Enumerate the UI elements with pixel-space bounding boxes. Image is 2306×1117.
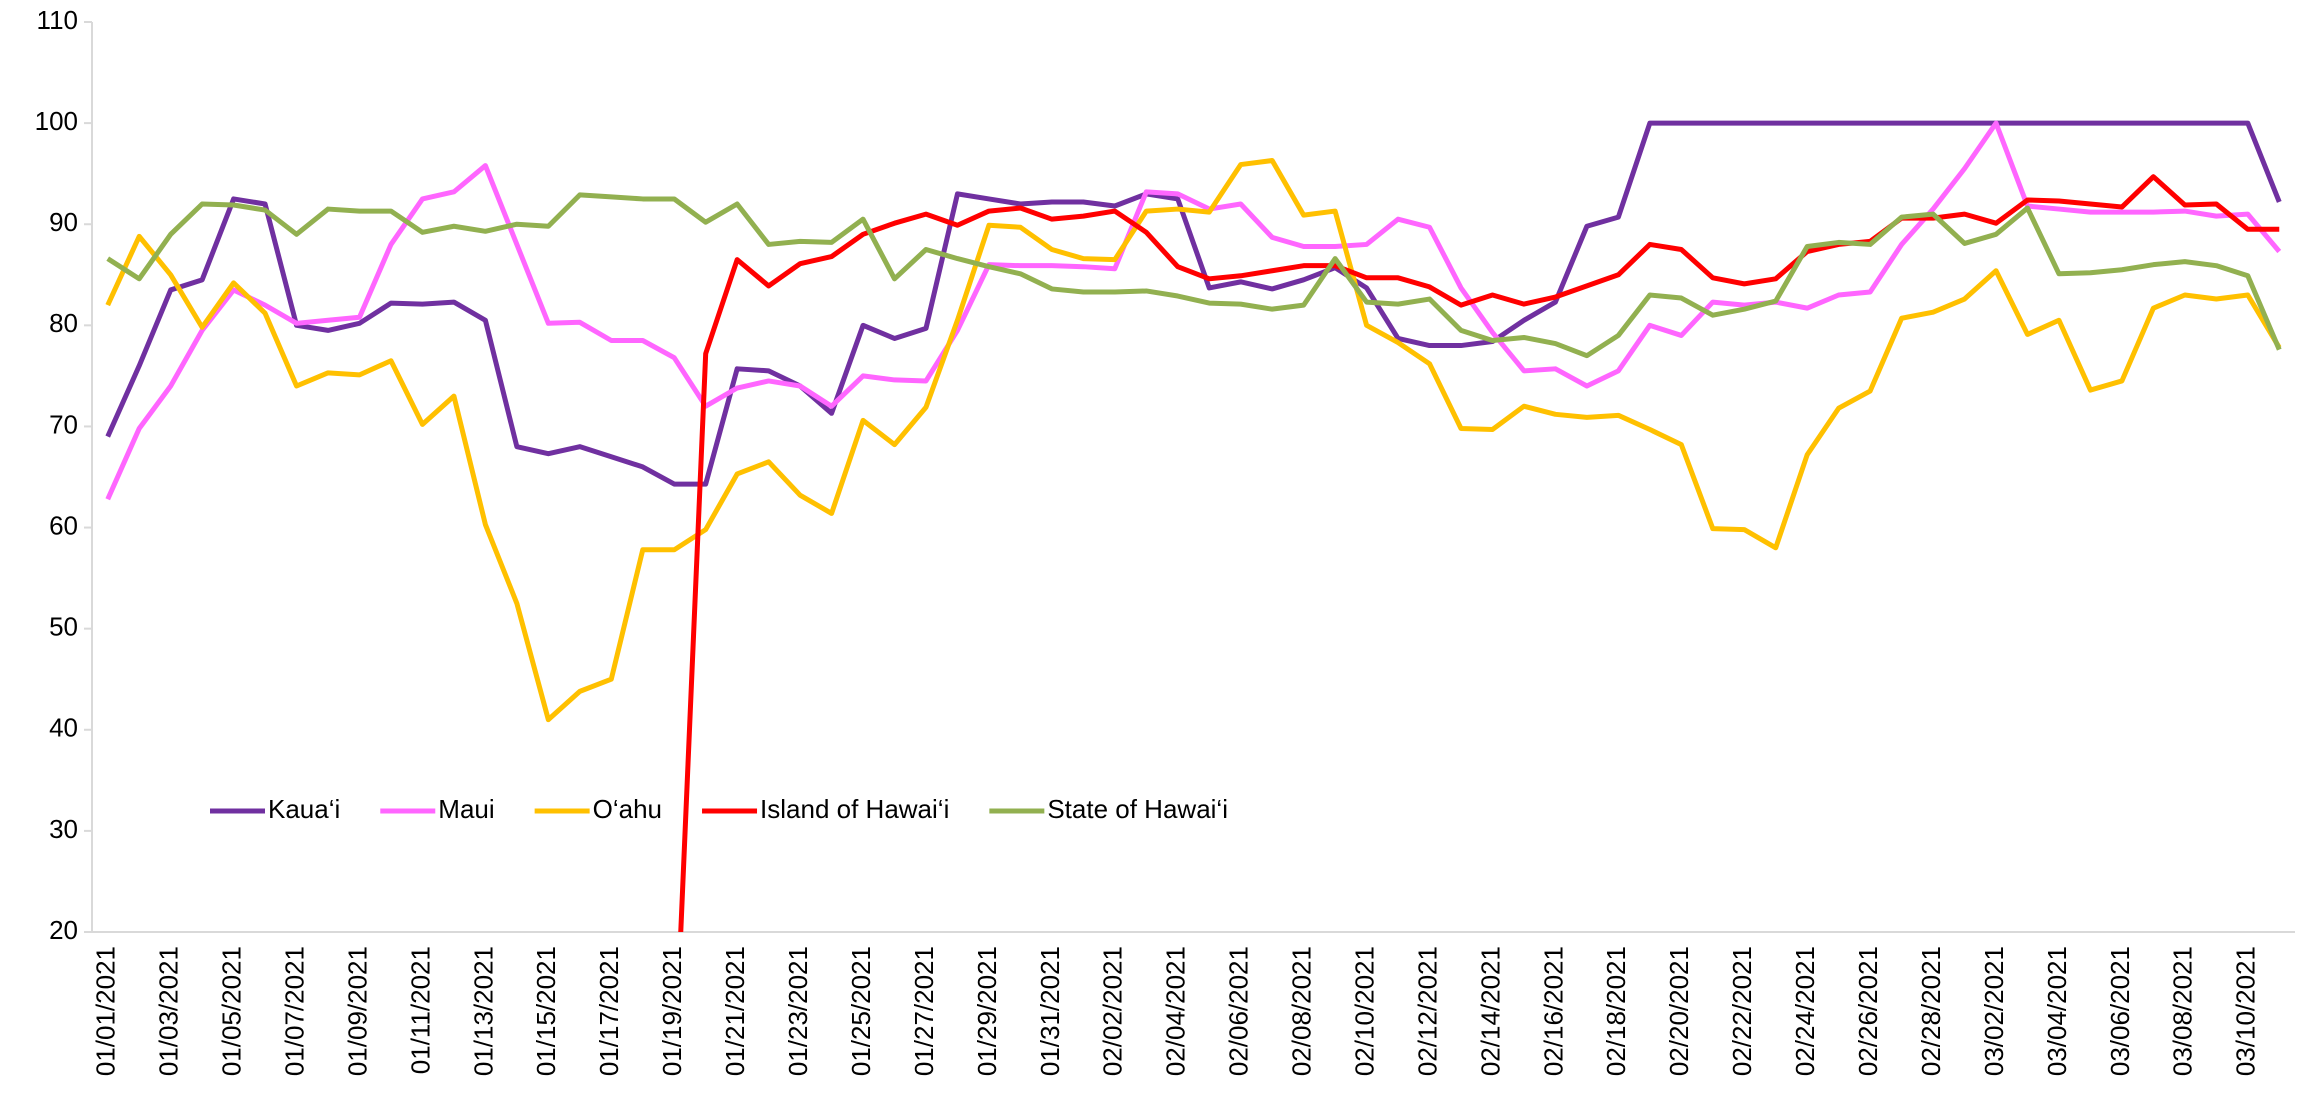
x-tick-label: 03/04/2021 [2042,946,2072,1076]
x-tick-label: 02/14/2021 [1475,946,1505,1076]
x-tick-label: 02/18/2021 [1601,946,1631,1076]
x-tick-label: 02/08/2021 [1287,946,1317,1076]
y-tick-label: 70 [49,409,78,439]
y-tick-label: 40 [49,713,78,743]
x-tick-label: 02/10/2021 [1349,946,1379,1076]
x-tick-label: 02/22/2021 [1727,946,1757,1076]
x-tick-label: 01/27/2021 [909,946,939,1076]
x-tick-label: 01/11/2021 [405,946,435,1074]
legend-label: O‘ahu [593,794,662,824]
x-tick-label: 03/08/2021 [2168,946,2198,1076]
x-tick-label: 03/02/2021 [1979,946,2009,1076]
x-tick-label: 01/01/2021 [91,946,121,1076]
legend-label: Maui [438,794,494,824]
x-tick-label: 01/03/2021 [154,946,184,1076]
x-tick-label: 02/02/2021 [1098,946,1128,1076]
x-tick-label: 02/24/2021 [1790,946,1820,1076]
series-line [106,192,2282,359]
x-tick-label: 01/25/2021 [846,946,876,1076]
x-tick-label: 02/06/2021 [1224,946,1254,1076]
series-line [105,120,2282,501]
x-tick-label: 01/07/2021 [279,946,309,1076]
x-tick-label: 01/31/2021 [1035,946,1065,1076]
legend-label: State of Hawai‘i [1047,794,1228,824]
y-tick-label: 80 [49,308,78,338]
x-tick-label: 01/05/2021 [216,946,246,1076]
x-tick-label: 03/06/2021 [2105,946,2135,1076]
y-tick-label: 60 [49,510,78,540]
y-tick-label: 110 [37,5,78,35]
x-tick-label: 01/29/2021 [972,946,1002,1076]
x-tick-label: 02/26/2021 [1853,946,1883,1076]
x-tick-label: 01/17/2021 [594,946,624,1076]
y-tick-label: 90 [49,207,78,237]
x-tick-label: 02/12/2021 [1412,946,1442,1076]
legend-label: Island of Hawai‘i [760,794,949,824]
y-tick-label: 50 [49,612,78,642]
x-tick-label: 02/04/2021 [1161,946,1191,1076]
x-tick-label: 01/13/2021 [468,946,498,1076]
y-tick-label: 30 [49,814,78,844]
series-line [678,174,2280,932]
x-tick-label: 02/20/2021 [1664,946,1694,1076]
series-line [105,158,2282,723]
y-tick-label: 100 [35,106,78,136]
x-tick-label: 01/09/2021 [342,946,372,1076]
series-line [105,120,2282,487]
x-tick-label: 02/16/2021 [1538,946,1568,1076]
legend-label: Kaua‘i [268,794,340,824]
x-tick-label: 01/15/2021 [531,946,561,1076]
x-tick-label: 01/23/2021 [783,946,813,1076]
x-tick-label: 01/19/2021 [657,946,687,1076]
y-tick-label: 20 [49,915,78,945]
x-tick-label: 01/21/2021 [720,946,750,1076]
x-tick-label: 03/10/2021 [2231,946,2261,1076]
x-tick-label: 02/28/2021 [1916,946,1946,1076]
